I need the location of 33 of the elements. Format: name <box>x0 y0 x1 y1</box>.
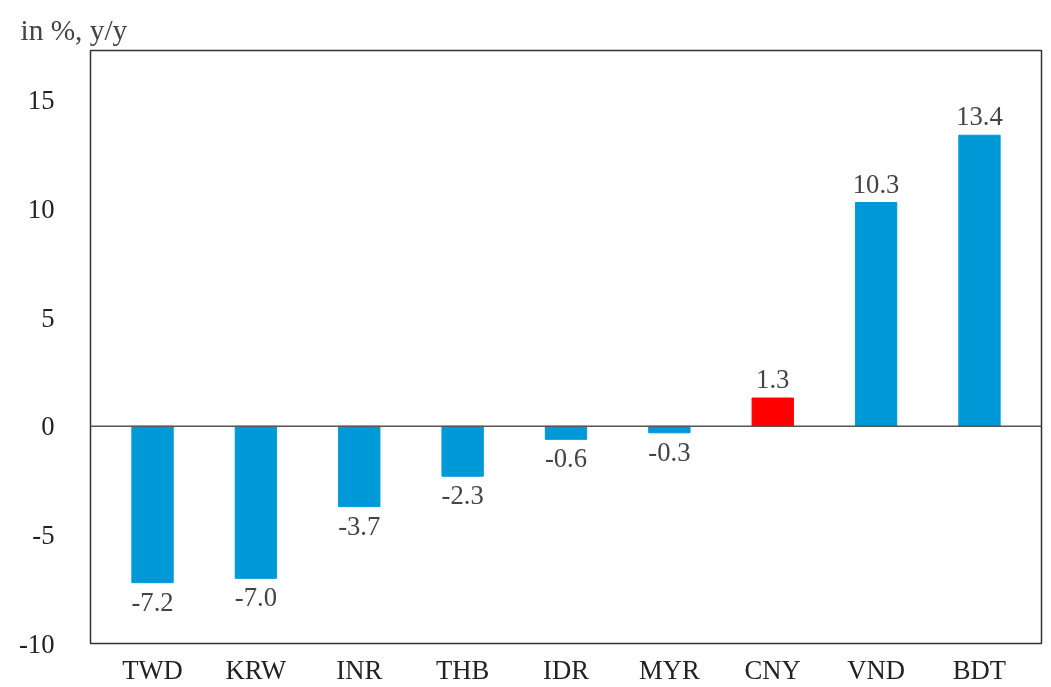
x-tick-label: TWD <box>122 654 183 685</box>
x-tick-label: INR <box>336 654 383 685</box>
x-tick-label: THB <box>435 654 490 685</box>
bar <box>234 425 278 579</box>
bar <box>441 425 484 477</box>
x-tick-label: BDT <box>952 654 1007 685</box>
y-tick-label: 0 <box>41 411 55 442</box>
data-label: -0.6 <box>544 443 588 474</box>
y-tick-label: -5 <box>32 519 55 550</box>
y-tick-label: 5 <box>41 302 55 333</box>
data-label: -0.3 <box>648 436 691 467</box>
y-tick-label: -10 <box>18 628 55 659</box>
x-tick-label: KRW <box>225 654 288 685</box>
x-tick-label: IDR <box>543 654 590 685</box>
data-label: -7.2 <box>131 586 174 617</box>
data-label: 10.3 <box>852 168 900 199</box>
bar <box>338 425 381 508</box>
data-label: -2.3 <box>441 480 484 511</box>
bar <box>854 202 898 427</box>
bar <box>131 425 174 584</box>
y-axis-title: in %, y/y <box>20 13 128 46</box>
bar <box>544 425 588 440</box>
x-tick-label: MYR <box>639 654 700 685</box>
x-tick-label: CNY <box>744 654 801 685</box>
x-tick-label: VND <box>847 654 905 685</box>
bar <box>751 397 794 427</box>
data-label: -3.7 <box>338 510 381 541</box>
y-tick-label: 10 <box>27 194 55 225</box>
y-tick-label: 15 <box>27 85 55 116</box>
bar <box>958 134 1001 427</box>
data-label: 1.3 <box>756 364 790 395</box>
data-label: -7.0 <box>234 582 277 613</box>
data-label: 13.4 <box>956 101 1003 132</box>
